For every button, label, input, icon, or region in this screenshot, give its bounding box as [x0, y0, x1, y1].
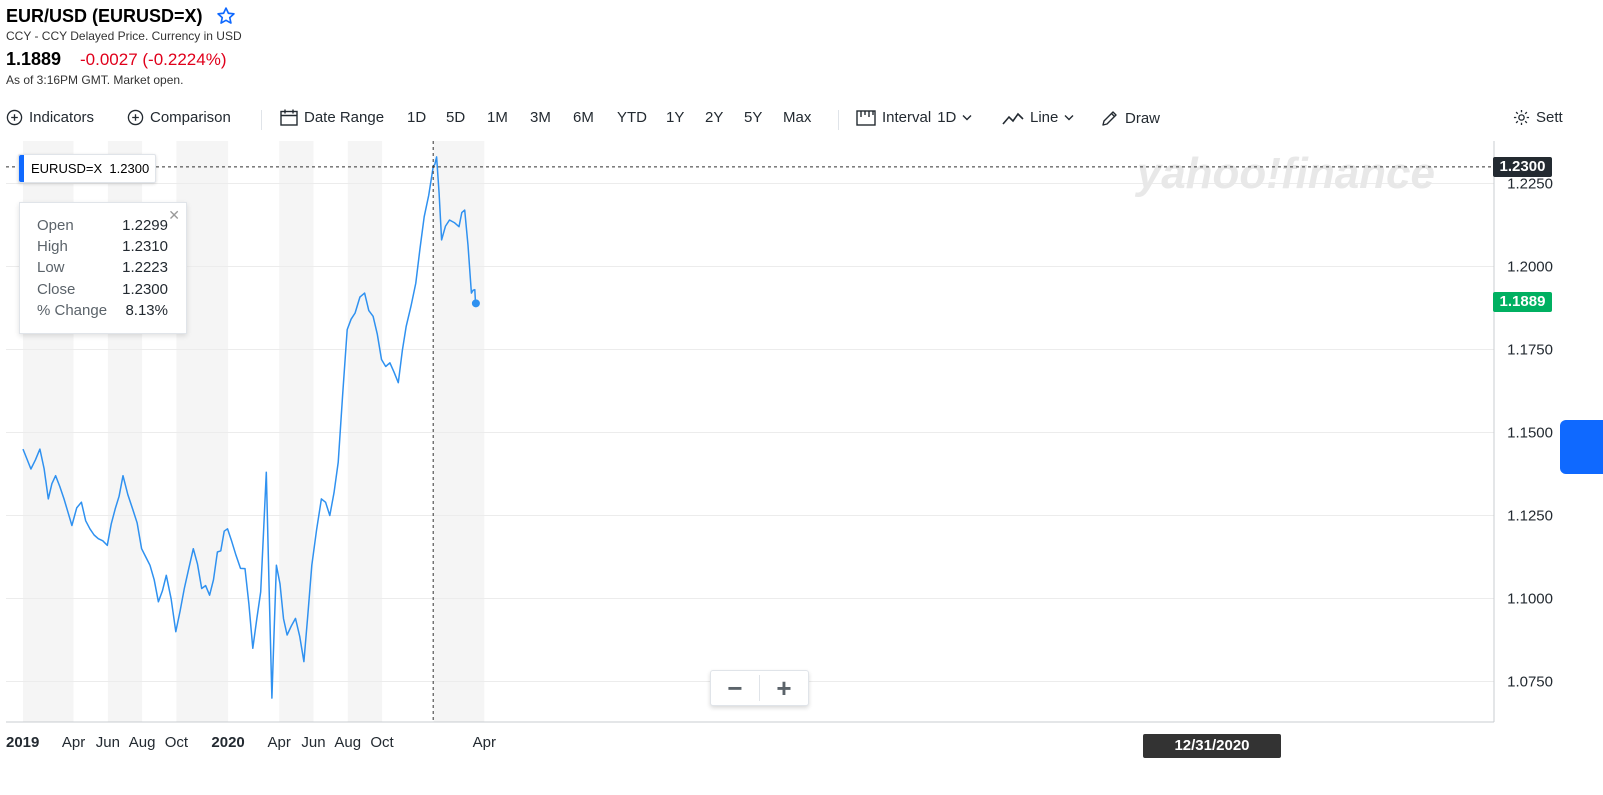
x-tick-label: Jun	[301, 734, 325, 751]
y-tick-label: 1.1000	[1507, 590, 1553, 607]
range-5d[interactable]: 5D	[446, 109, 466, 126]
x-tick-label: Oct	[370, 734, 394, 751]
chart-type-dropdown[interactable]: Line	[1002, 109, 1074, 126]
y-tick-label: 1.1500	[1507, 424, 1553, 441]
x-tick-label: Jun	[96, 734, 120, 751]
month-band	[347, 141, 383, 722]
plus-circle-icon	[127, 109, 144, 126]
ohlc-label: Low	[37, 259, 65, 276]
zoom-divider	[759, 675, 760, 701]
last-price-tag: 1.1889	[1493, 292, 1552, 312]
zoom-out-button[interactable]: −	[727, 673, 743, 703]
price-change: -0.0027 (-0.2224%)	[80, 50, 227, 69]
pencil-icon	[1102, 111, 1117, 126]
chevron-down-icon	[962, 115, 972, 121]
range-1m[interactable]: 1M	[487, 109, 508, 126]
chevron-down-icon	[1064, 115, 1074, 121]
ohlc-row-high: High 1.2310	[37, 238, 168, 255]
y-tick-label: 1.1750	[1507, 341, 1553, 358]
series-tag: EURUSD=X 1.2300	[18, 154, 157, 183]
y-tick-label: 1.2250	[1507, 175, 1553, 192]
as-of-time: As of 3:16PM GMT. Market open.	[6, 73, 184, 87]
series-value: 1.2300	[109, 161, 150, 176]
comparison-button[interactable]: Comparison	[127, 109, 231, 126]
ohlc-label: % Change	[37, 302, 108, 319]
range-3m[interactable]: 3M	[530, 109, 551, 126]
toolbar-divider	[838, 110, 839, 130]
settings-button[interactable]: Sett	[1513, 109, 1563, 126]
ohlc-value: 1.2300	[122, 281, 168, 298]
quote-subtitle: CCY - CCY Delayed Price. Currency in USD	[6, 29, 242, 43]
ohlc-value: 1.2223	[122, 259, 168, 276]
ohlc-row-low: Low 1.2223	[37, 259, 168, 276]
current-price: 1.1889	[6, 49, 62, 69]
series-line-eurusd	[22, 156, 477, 699]
chart-type-label: Line	[1030, 109, 1059, 126]
ohlc-tooltip: ✕ Open 1.2299 High 1.2310 Low 1.2223 Close 1…	[19, 202, 187, 334]
crosshair-price-tag: 1.2300	[1493, 157, 1552, 177]
ohlc-row-change: % Change 8.13%	[37, 302, 168, 319]
indicators-label: Indicators	[29, 109, 95, 126]
interval-value: 1D	[937, 109, 957, 126]
y-tick-label: 1.2000	[1507, 258, 1553, 275]
watermark: yahoo!finance	[1135, 149, 1435, 198]
draw-button[interactable]: Draw	[1101, 109, 1160, 127]
side-panel-tab[interactable]	[1560, 420, 1603, 474]
range-max[interactable]: Max	[783, 109, 812, 126]
close-icon[interactable]: ✕	[168, 207, 180, 223]
quote-title: EUR/USD (EURUSD=X)	[6, 6, 203, 26]
indicators-button[interactable]: Indicators	[6, 109, 94, 126]
x-tick-label: 2019	[6, 734, 39, 751]
zoom-in-button[interactable]: +	[776, 673, 792, 703]
x-tick-label: Apr	[473, 734, 496, 751]
x-tick-label: Apr	[268, 734, 291, 751]
y-tick-label: 1.1250	[1507, 507, 1553, 524]
draw-label: Draw	[1125, 109, 1161, 127]
price-chart[interactable]: 1.2250 1.2000 1.1750 1.1500 1.1250 1.1000 1.07…	[0, 140, 1603, 795]
x-tick-label: Apr	[62, 734, 85, 751]
ohlc-value: 1.2310	[122, 238, 168, 255]
date-range-button[interactable]: Date Range	[280, 109, 384, 126]
x-tick-label: Aug	[129, 734, 156, 751]
interval-dropdown[interactable]: Interval 1D	[856, 109, 972, 126]
month-band	[279, 141, 314, 722]
comparison-label: Comparison	[150, 109, 231, 126]
zoom-controls: − +	[710, 670, 809, 706]
settings-label: Sett	[1536, 109, 1563, 126]
gear-icon	[1513, 109, 1530, 126]
ohlc-label: Close	[37, 281, 76, 298]
y-tick-label: 1.0750	[1507, 673, 1553, 690]
x-tick-label: Aug	[334, 734, 361, 751]
chart-toolbar: Indicators Comparison Date Range 1D 5D 1…	[0, 104, 1603, 134]
range-2y[interactable]: 2Y	[705, 109, 724, 126]
ruler-icon	[856, 109, 876, 126]
range-1y[interactable]: 1Y	[666, 109, 685, 126]
range-6m[interactable]: 6M	[573, 109, 594, 126]
range-ytd[interactable]: YTD	[617, 109, 647, 126]
ohlc-value: 1.2299	[122, 217, 168, 234]
range-5y[interactable]: 5Y	[744, 109, 763, 126]
ohlc-label: Open	[37, 217, 74, 234]
interval-label: Interval	[882, 109, 932, 126]
line-chart-icon	[1002, 112, 1024, 125]
range-1d[interactable]: 1D	[407, 109, 427, 126]
chart-area[interactable]: 1.2250 1.2000 1.1750 1.1500 1.1250 1.1000 1.07…	[0, 140, 1603, 795]
date-range-label: Date Range	[304, 109, 385, 126]
plus-circle-icon	[6, 109, 23, 126]
ohlc-row-close: Close 1.2300	[37, 281, 168, 298]
ohlc-row-open: Open 1.2299	[37, 217, 168, 234]
calendar-icon	[280, 109, 298, 126]
series-symbol: EURUSD=X	[31, 161, 103, 176]
toolbar-divider	[261, 110, 262, 130]
x-tick-label: Oct	[165, 734, 189, 751]
ohlc-label: High	[37, 238, 68, 255]
x-tick-label: 2020	[211, 734, 244, 751]
crosshair-date-tag: 12/31/2020	[1143, 734, 1281, 758]
last-price-marker	[471, 299, 480, 308]
ohlc-value: 8.13%	[125, 302, 168, 319]
star-icon[interactable]	[216, 6, 236, 26]
